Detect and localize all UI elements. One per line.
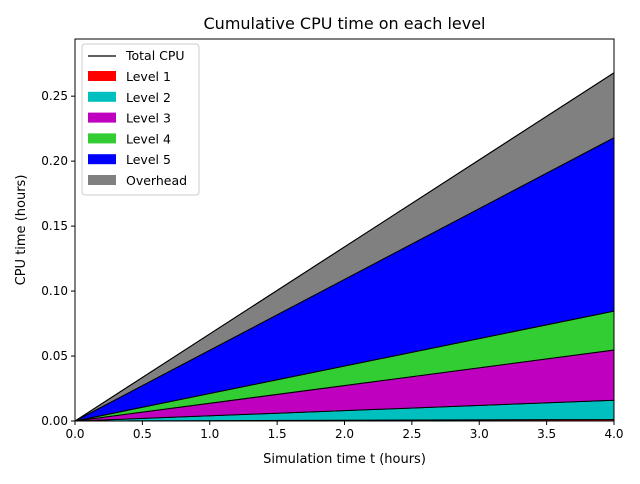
y-axis-label: CPU time (hours) bbox=[14, 175, 29, 286]
x-tick-label: 4.0 bbox=[604, 427, 623, 441]
legend-label: Level 5 bbox=[126, 152, 171, 167]
x-tick-label: 3.0 bbox=[470, 427, 489, 441]
x-tick-label: 1.0 bbox=[200, 427, 219, 441]
legend-label: Level 4 bbox=[126, 131, 171, 146]
x-tick-label: 2.5 bbox=[402, 427, 421, 441]
legend-swatch-level-1 bbox=[88, 71, 116, 81]
legend-swatch-level-4 bbox=[88, 133, 116, 144]
legend-swatch-level-5 bbox=[88, 154, 116, 165]
axes: 0.0 0.5 1.0 1.5 2.0 2.5 3.0 3.5 4.0 0.00 0.05 0.10 0… bbox=[41, 38, 624, 441]
legend-swatch-level-2 bbox=[88, 91, 116, 102]
x-tick-label: 1.5 bbox=[268, 427, 287, 441]
legend-label: Overhead bbox=[126, 173, 187, 188]
y-tick-label: 0.15 bbox=[41, 219, 68, 233]
legend-label: Level 2 bbox=[126, 90, 171, 105]
plot-areas bbox=[74, 71, 615, 422]
x-axis-label: Simulation time t (hours) bbox=[263, 452, 426, 467]
legend-label: Level 1 bbox=[126, 69, 171, 84]
x-tick-label: 0.5 bbox=[133, 427, 152, 441]
legend-label-total-cpu: Total CPU bbox=[125, 48, 185, 63]
y-tick-label: 0.10 bbox=[41, 284, 68, 298]
legend: Total CPU Level 1 Level 2 Level 3 Level 4 Lev… bbox=[81, 43, 200, 196]
x-tick-label: 2.0 bbox=[335, 427, 354, 441]
x-tick-label: 0.0 bbox=[65, 427, 84, 441]
total-cpu-line bbox=[74, 72, 615, 422]
x-tick-label: 3.5 bbox=[537, 427, 556, 441]
legend-swatch-level-3 bbox=[88, 112, 116, 123]
legend-swatch-overhead bbox=[88, 175, 116, 185]
y-tick-label: 0.20 bbox=[41, 154, 68, 168]
y-tick-label: 0.05 bbox=[41, 349, 68, 363]
y-tick-label: 0.25 bbox=[41, 89, 68, 103]
legend-label: Level 3 bbox=[126, 111, 171, 126]
chart-title: Cumulative CPU time on each level bbox=[204, 14, 486, 33]
y-tick-label: 0.00 bbox=[41, 414, 68, 428]
